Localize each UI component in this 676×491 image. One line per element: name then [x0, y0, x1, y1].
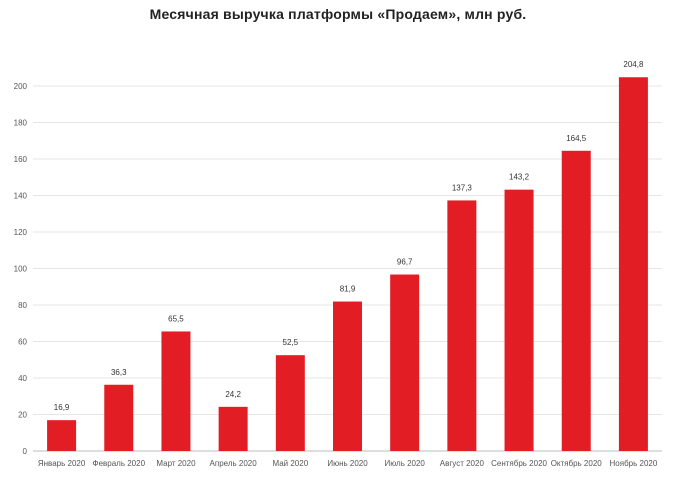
y-tick-label: 100: [14, 265, 28, 274]
y-tick-label: 200: [14, 82, 28, 91]
x-tick-label: Апрель 2020: [210, 459, 258, 468]
bars: [47, 77, 648, 452]
x-tick-label: Июнь 2020: [327, 459, 368, 468]
bar: [504, 189, 534, 451]
bar: [561, 150, 591, 451]
data-labels: 16,9 36,3 65,5 24,2 52,5 81,9 96,7 137,3 143,2 16…: [54, 60, 644, 412]
x-tick-label: Ноябрь 2020: [610, 459, 658, 468]
x-axis: Январь 2020 Февраль 2020 Март 2020 Апрель 2…: [38, 459, 658, 468]
x-tick-label: Январь 2020: [38, 459, 86, 468]
y-tick-label: 0: [23, 447, 28, 456]
y-tick-label: 120: [14, 228, 28, 237]
y-tick-label: 60: [18, 338, 27, 347]
y-tick-label: 20: [18, 411, 27, 420]
bar: [161, 331, 191, 451]
bar: [447, 200, 477, 451]
x-tick-label: Февраль 2020: [92, 459, 145, 468]
data-label: 52,5: [283, 338, 299, 347]
data-label: 204,8: [623, 60, 644, 69]
y-tick-label: 180: [14, 119, 28, 128]
bar: [390, 274, 420, 451]
y-tick-label: 40: [18, 374, 27, 383]
data-label: 143,2: [509, 173, 530, 182]
y-tick-label: 80: [18, 301, 27, 310]
x-tick-label: Июль 2020: [384, 459, 425, 468]
data-label: 36,3: [111, 368, 127, 377]
chart-title: Месячная выручка платформы «Продаем», мл…: [149, 6, 527, 22]
bar: [104, 384, 134, 451]
data-label: 164,5: [566, 134, 587, 143]
bar: [333, 301, 362, 451]
x-tick-label: Сентябрь 2020: [491, 459, 547, 468]
bar: [47, 420, 77, 451]
bar: [218, 406, 248, 451]
data-label: 96,7: [397, 258, 413, 267]
data-label: 81,9: [340, 285, 356, 294]
x-tick-label: Август 2020: [440, 459, 485, 468]
bar: [275, 355, 305, 451]
x-tick-label: Октябрь 2020: [551, 459, 603, 468]
data-label: 137,3: [452, 183, 473, 192]
y-tick-label: 140: [14, 192, 28, 201]
y-tick-label: 160: [14, 155, 28, 164]
x-tick-label: Май 2020: [272, 459, 308, 468]
data-label: 24,2: [225, 390, 241, 399]
data-label: 16,9: [54, 403, 70, 412]
y-axis: 0 20 40 60 80 100 120 140 160 180 200: [14, 82, 28, 456]
bar: [618, 77, 648, 452]
x-tick-label: Март 2020: [156, 459, 196, 468]
data-label: 65,5: [168, 314, 184, 323]
